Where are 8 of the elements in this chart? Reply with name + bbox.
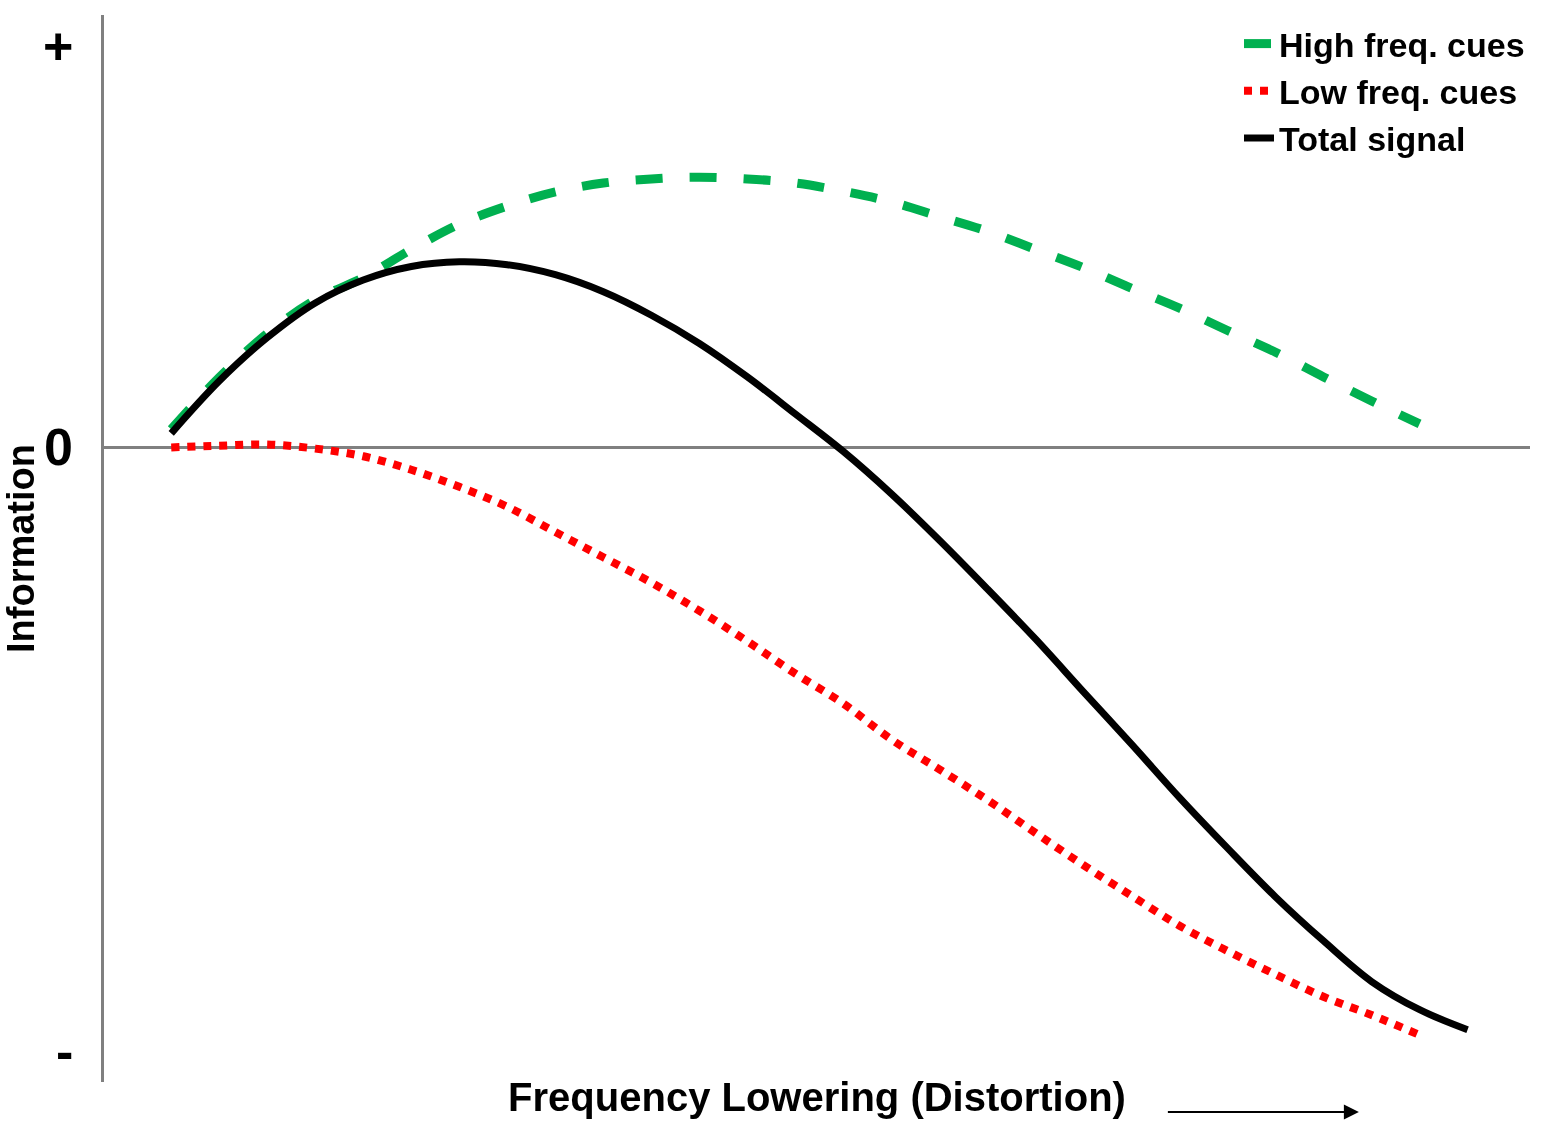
x-axis-title: Frequency Lowering (Distortion) — [508, 1074, 1126, 1119]
text: - — [56, 1022, 74, 1080]
text: 0 — [44, 418, 73, 476]
text: + — [43, 17, 74, 75]
y-axis-title: Information — [0, 444, 42, 653]
legend-label: Low freq. cues — [1279, 73, 1518, 112]
legend-label: Total signal — [1279, 120, 1466, 159]
legend-label: High freq. cues — [1279, 25, 1525, 64]
